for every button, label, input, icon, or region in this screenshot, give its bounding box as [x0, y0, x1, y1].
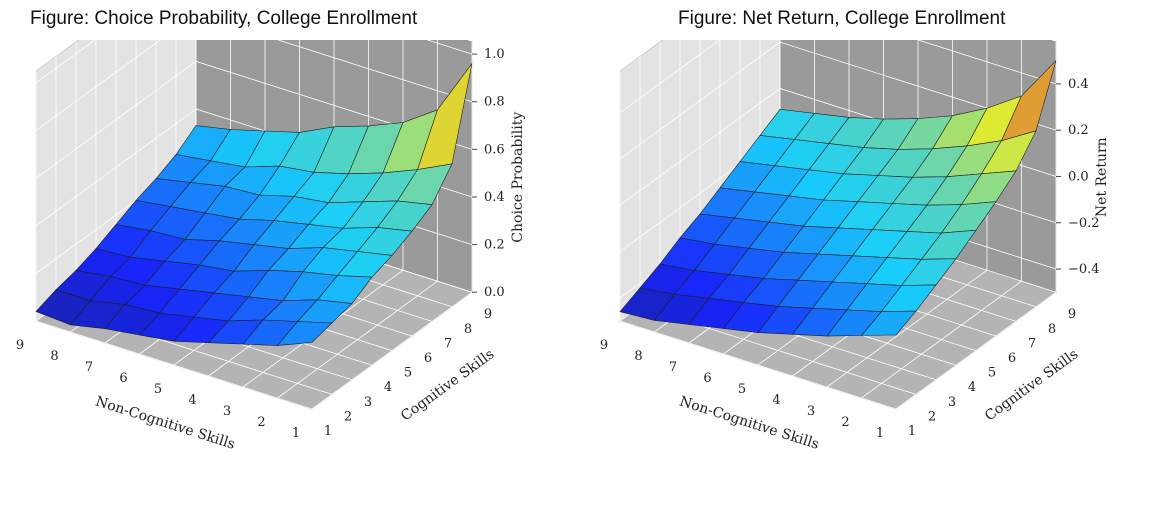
x-tick-label: 3: [223, 404, 231, 419]
x-tick-label: 7: [85, 360, 93, 375]
z-tick-label: 0.0: [484, 285, 505, 300]
z-axis-label: Net Return: [1094, 137, 1110, 217]
z-tick-label: 0.8: [484, 95, 505, 110]
y-tick-label: 9: [484, 307, 492, 322]
y-tick-label: 4: [384, 380, 392, 395]
z-tick-label: 0.4: [1068, 77, 1089, 92]
surface: [35, 63, 473, 346]
y-axis-label: Cognitive Skills: [398, 346, 497, 424]
x-tick-label: 6: [703, 371, 711, 386]
x-tick-label: 4: [772, 393, 780, 408]
surface-patch: [276, 321, 333, 346]
z-tick-label: 0.0: [1068, 169, 1089, 184]
y-tick-label: 1: [908, 424, 916, 439]
x-axis-label: Non-Cognitive Skills: [93, 394, 236, 453]
chart-panel-net-return: Figure: Net Return, College Enrollment −…: [584, 0, 1167, 517]
z-tick-label: 0.2: [1068, 123, 1089, 138]
y-tick-label: 4: [968, 380, 976, 395]
x-tick-label: 2: [257, 415, 265, 430]
x-tick-label: 6: [119, 371, 127, 386]
z-axis: 0.0 0.2 0.4 0.6 0.8 1.0 Choice Probability: [472, 47, 526, 300]
x-axis-label: Non-Cognitive Skills: [677, 394, 820, 453]
z-axis-label: Choice Probability: [510, 112, 526, 243]
y-tick-label: 9: [1068, 307, 1076, 322]
y-tick-label: 1: [324, 424, 332, 439]
z-tick-label: 0.4: [484, 190, 505, 205]
x-tick-label: 5: [738, 382, 746, 397]
x-tick-label: 1: [292, 426, 300, 441]
x-tick-label: 3: [807, 404, 815, 419]
chart-title: Figure: Net Return, College Enrollment: [678, 8, 1006, 29]
y-axis-label: Cognitive Skills: [982, 346, 1081, 424]
x-tick-label: 1: [876, 426, 884, 441]
y-tick-label: 8: [464, 322, 472, 337]
y-tick-label: 5: [404, 366, 412, 381]
x-tick-label: 9: [600, 338, 608, 353]
y-tick-label: 3: [948, 395, 956, 410]
x-tick-label: 2: [841, 415, 849, 430]
z-tick-label: −0.4: [1068, 262, 1100, 277]
x-tick-label: 8: [50, 349, 58, 364]
x-tick-label: 4: [188, 393, 196, 408]
surface-patch: [860, 310, 917, 336]
x-tick-label: 7: [669, 360, 677, 375]
x-tick-label: 9: [16, 338, 24, 353]
y-tick-label: 7: [1028, 336, 1036, 351]
surface: [619, 60, 1057, 337]
y-tick-label: 8: [1048, 322, 1056, 337]
y-tick-label: 3: [364, 395, 372, 410]
y-tick-label: 2: [928, 409, 936, 424]
z-tick-label: 0.2: [484, 238, 505, 253]
chart-title: Figure: Choice Probability, College Enro…: [30, 8, 418, 29]
z-axis: −0.4 −0.2 0.0 0.2 0.4 Net Return: [1056, 77, 1110, 277]
x-tick-label: 8: [634, 349, 642, 364]
z-tick-label: 1.0: [484, 47, 505, 62]
y-tick-label: 5: [988, 366, 996, 381]
chart-panel-choice-probability: Figure: Choice Probability, College Enro…: [0, 0, 583, 517]
y-tick-label: 7: [444, 336, 452, 351]
y-tick-label: 2: [344, 409, 352, 424]
z-tick-label: 0.6: [484, 142, 505, 157]
z-tick-label: −0.2: [1068, 216, 1100, 231]
y-tick-label: 6: [424, 351, 432, 366]
x-tick-label: 5: [154, 382, 162, 397]
y-tick-label: 6: [1008, 351, 1016, 366]
